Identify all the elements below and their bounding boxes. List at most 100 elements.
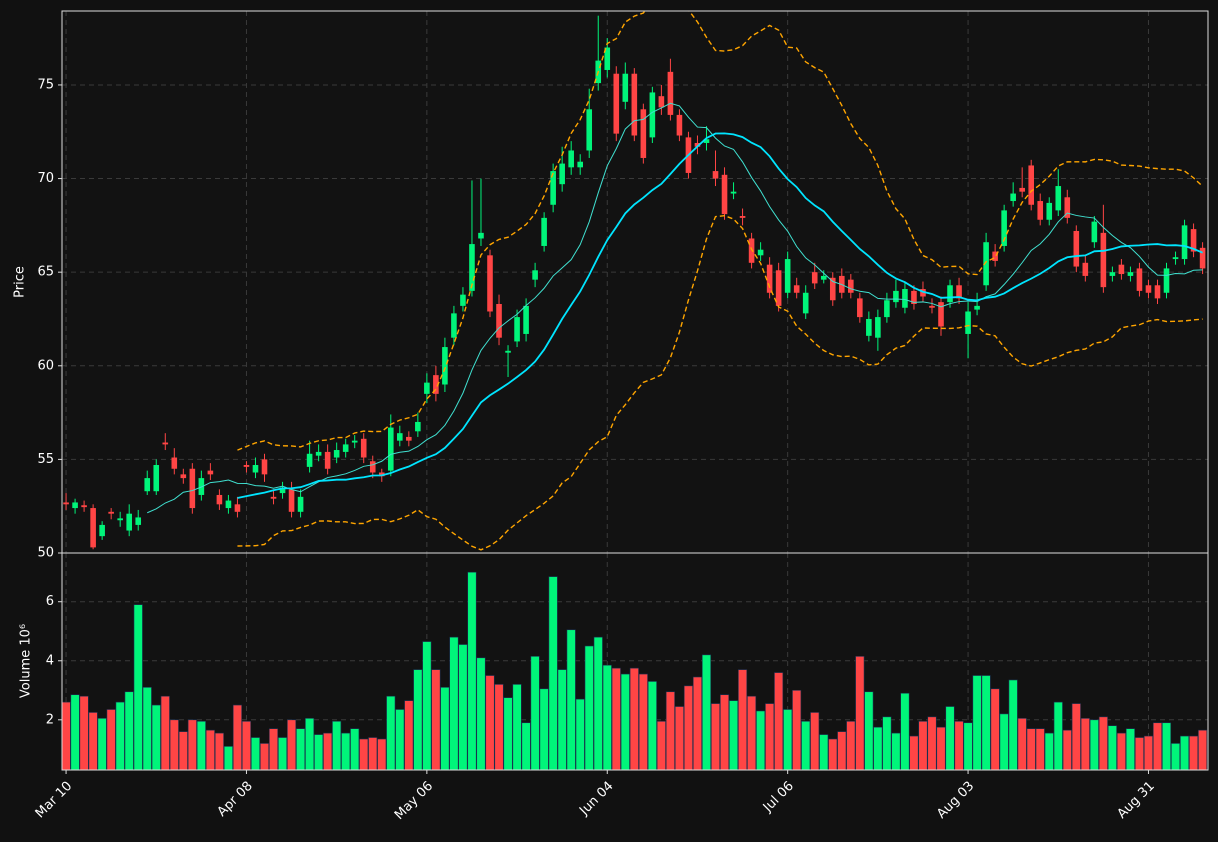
volume-bar bbox=[1134, 737, 1144, 771]
candle-body bbox=[397, 433, 403, 441]
candle-body bbox=[613, 73, 620, 134]
volume-bar bbox=[882, 716, 892, 771]
volume-bar bbox=[927, 716, 937, 771]
volume-bar bbox=[611, 667, 621, 771]
candle-body bbox=[451, 313, 457, 338]
candle-body bbox=[189, 468, 196, 509]
candle-body bbox=[884, 300, 890, 318]
volume-bar bbox=[169, 719, 179, 771]
candle-body bbox=[117, 518, 123, 521]
volume-bar bbox=[864, 691, 874, 771]
volume-bar bbox=[846, 720, 856, 771]
volume-bar bbox=[133, 604, 143, 771]
volume-bar bbox=[828, 738, 838, 771]
candle-body bbox=[1154, 285, 1161, 299]
volume-bar bbox=[584, 645, 594, 771]
volume-bar bbox=[963, 722, 973, 771]
candle-body bbox=[712, 171, 719, 179]
candle-body bbox=[757, 249, 764, 256]
candle-body bbox=[180, 474, 187, 479]
volume-bar bbox=[1053, 701, 1063, 771]
volume-bar bbox=[729, 700, 739, 771]
y-tick-label: 70 bbox=[37, 171, 54, 186]
volume-bar bbox=[575, 698, 585, 771]
volume-bar bbox=[638, 673, 648, 771]
volume-axis-label: Volume 10⁶ bbox=[19, 624, 34, 698]
volume-bar bbox=[332, 720, 342, 771]
volume-bar bbox=[196, 720, 206, 771]
volume-bar bbox=[801, 720, 811, 771]
candle-body bbox=[974, 305, 980, 310]
volume-bar bbox=[1170, 743, 1181, 771]
volume-bar bbox=[656, 720, 666, 771]
volume-bar bbox=[1062, 729, 1072, 771]
candle-body bbox=[766, 264, 773, 293]
candle-body bbox=[703, 139, 710, 143]
volume-bar bbox=[719, 694, 730, 771]
candle-body bbox=[1100, 232, 1107, 288]
candle-body bbox=[135, 517, 142, 525]
volume-bar bbox=[1180, 735, 1190, 771]
candle-body bbox=[866, 318, 872, 336]
candle-body bbox=[387, 427, 394, 471]
volume-bar bbox=[449, 636, 459, 771]
candle-body bbox=[1001, 210, 1007, 246]
volume-bar bbox=[566, 629, 576, 771]
volume-bar bbox=[79, 695, 89, 771]
volume-bar bbox=[377, 738, 387, 771]
volume-bar bbox=[1044, 732, 1054, 771]
volume-bar bbox=[359, 738, 369, 771]
candle-body bbox=[775, 270, 782, 306]
candle-body bbox=[460, 294, 466, 306]
moving-average bbox=[237, 132, 1203, 499]
volume-bar bbox=[232, 704, 242, 771]
volume-bar bbox=[214, 732, 224, 771]
candle-body bbox=[514, 317, 520, 342]
candle-body bbox=[649, 92, 656, 138]
volume-bar bbox=[350, 728, 360, 771]
volume-bar bbox=[97, 718, 107, 771]
candle-body bbox=[270, 496, 277, 499]
candle-body bbox=[784, 259, 791, 293]
candle-body bbox=[667, 71, 674, 115]
volume-bar bbox=[810, 712, 820, 771]
volume-bar bbox=[458, 644, 468, 771]
candle-body bbox=[126, 513, 132, 531]
volume-bar bbox=[467, 571, 477, 771]
volume-bar bbox=[368, 737, 378, 771]
volume-bar bbox=[223, 746, 233, 771]
candle-body bbox=[1199, 247, 1206, 269]
volume-bar bbox=[341, 732, 351, 771]
candle-body bbox=[487, 255, 493, 312]
candle-body bbox=[424, 382, 430, 394]
volume-bar bbox=[1089, 719, 1099, 771]
candle-body bbox=[99, 524, 105, 537]
volume-bar bbox=[386, 695, 396, 771]
volume-bar bbox=[783, 709, 793, 771]
volume-bar bbox=[241, 720, 251, 771]
volume-bar bbox=[1198, 729, 1208, 771]
candle-body bbox=[550, 171, 556, 205]
y-tick-label: 65 bbox=[37, 265, 54, 280]
candle-body bbox=[1019, 187, 1025, 192]
candle-body bbox=[523, 305, 529, 334]
volume-bar bbox=[792, 689, 802, 771]
volume-bar bbox=[1017, 718, 1027, 771]
candle-body bbox=[72, 502, 78, 509]
candle-body bbox=[802, 292, 809, 314]
volume-bar bbox=[945, 706, 955, 771]
volume-bar bbox=[259, 743, 270, 771]
volume-bar bbox=[287, 719, 297, 771]
volume-bar bbox=[557, 669, 567, 771]
volume-bar bbox=[710, 703, 721, 771]
volume-bar bbox=[1143, 735, 1154, 771]
candle-body bbox=[947, 285, 953, 303]
candle-body bbox=[1127, 272, 1134, 276]
volume-bar bbox=[305, 718, 315, 771]
candle-body bbox=[1055, 186, 1062, 211]
candle-body bbox=[640, 109, 647, 158]
candle-body bbox=[676, 114, 683, 136]
candle-body bbox=[162, 442, 169, 445]
candle-body bbox=[63, 502, 69, 505]
